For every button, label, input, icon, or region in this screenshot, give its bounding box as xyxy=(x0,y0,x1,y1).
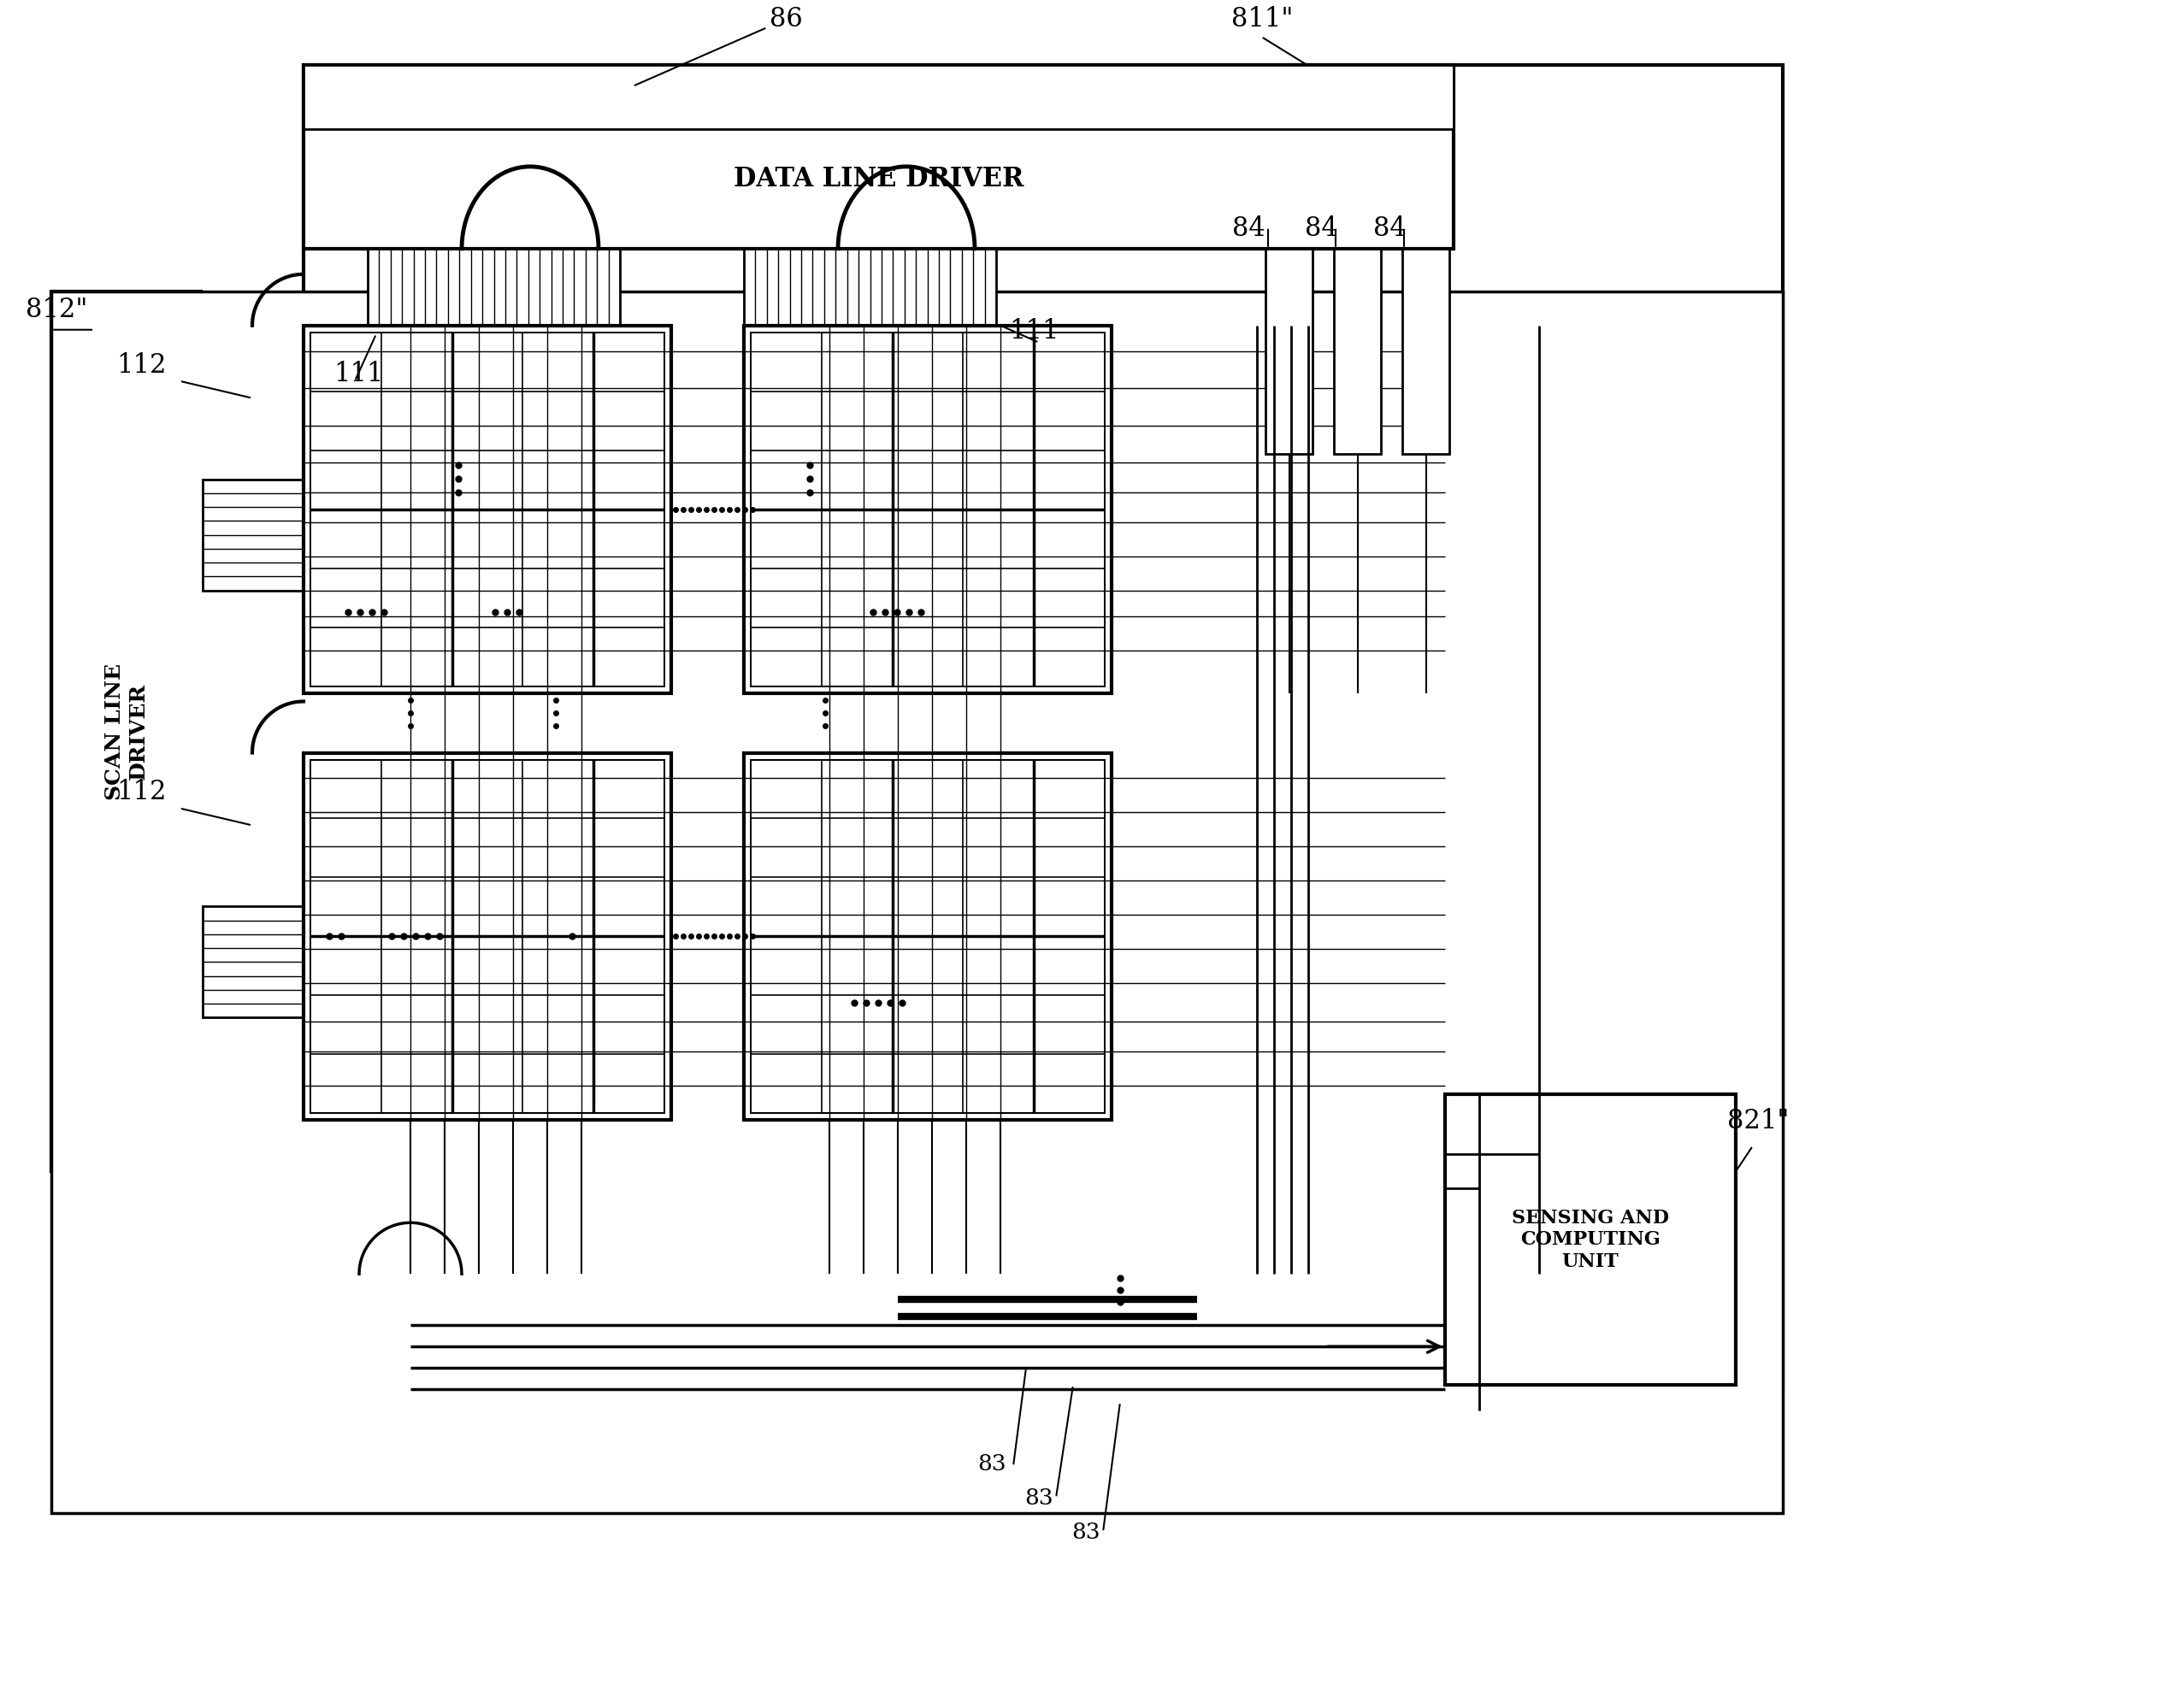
Text: 83: 83 xyxy=(1024,1488,1052,1508)
Bar xyxy=(1334,249,1381,454)
Bar xyxy=(303,65,1453,128)
Bar xyxy=(745,326,1111,693)
Text: 111: 111 xyxy=(333,360,383,388)
Text: 821": 821" xyxy=(1728,1108,1788,1134)
Text: 112: 112 xyxy=(117,779,167,806)
Bar xyxy=(1403,249,1448,454)
Bar xyxy=(310,333,665,687)
Text: SCAN LINE
DRIVER: SCAN LINE DRIVER xyxy=(104,663,147,799)
Bar xyxy=(368,249,619,326)
Bar xyxy=(745,753,1111,1120)
Text: 83: 83 xyxy=(976,1454,1007,1474)
Bar xyxy=(310,760,665,1114)
Text: DATA LINE DRIVER: DATA LINE DRIVER xyxy=(734,166,1024,191)
Bar xyxy=(303,753,671,1120)
Bar xyxy=(1267,249,1312,454)
Text: 811": 811" xyxy=(1232,5,1293,32)
Bar xyxy=(751,333,1104,687)
Bar xyxy=(204,907,303,1018)
Bar xyxy=(52,292,1782,1513)
Text: 84: 84 xyxy=(1305,215,1338,243)
Text: 83: 83 xyxy=(1072,1522,1100,1542)
Bar xyxy=(303,65,1782,1389)
Text: SENSING AND
COMPUTING
UNIT: SENSING AND COMPUTING UNIT xyxy=(1511,1209,1669,1271)
Text: 112: 112 xyxy=(117,352,167,379)
Bar xyxy=(1444,1095,1736,1385)
Text: 84: 84 xyxy=(1373,215,1405,243)
Bar xyxy=(745,249,996,326)
Bar xyxy=(303,326,671,693)
Text: 84: 84 xyxy=(1232,215,1264,243)
Bar xyxy=(751,760,1104,1114)
Bar xyxy=(303,65,1453,249)
Text: 812": 812" xyxy=(26,297,87,323)
Text: 86: 86 xyxy=(634,5,803,85)
Bar xyxy=(204,480,303,591)
Bar xyxy=(52,292,201,1172)
Text: 111: 111 xyxy=(1009,318,1059,345)
